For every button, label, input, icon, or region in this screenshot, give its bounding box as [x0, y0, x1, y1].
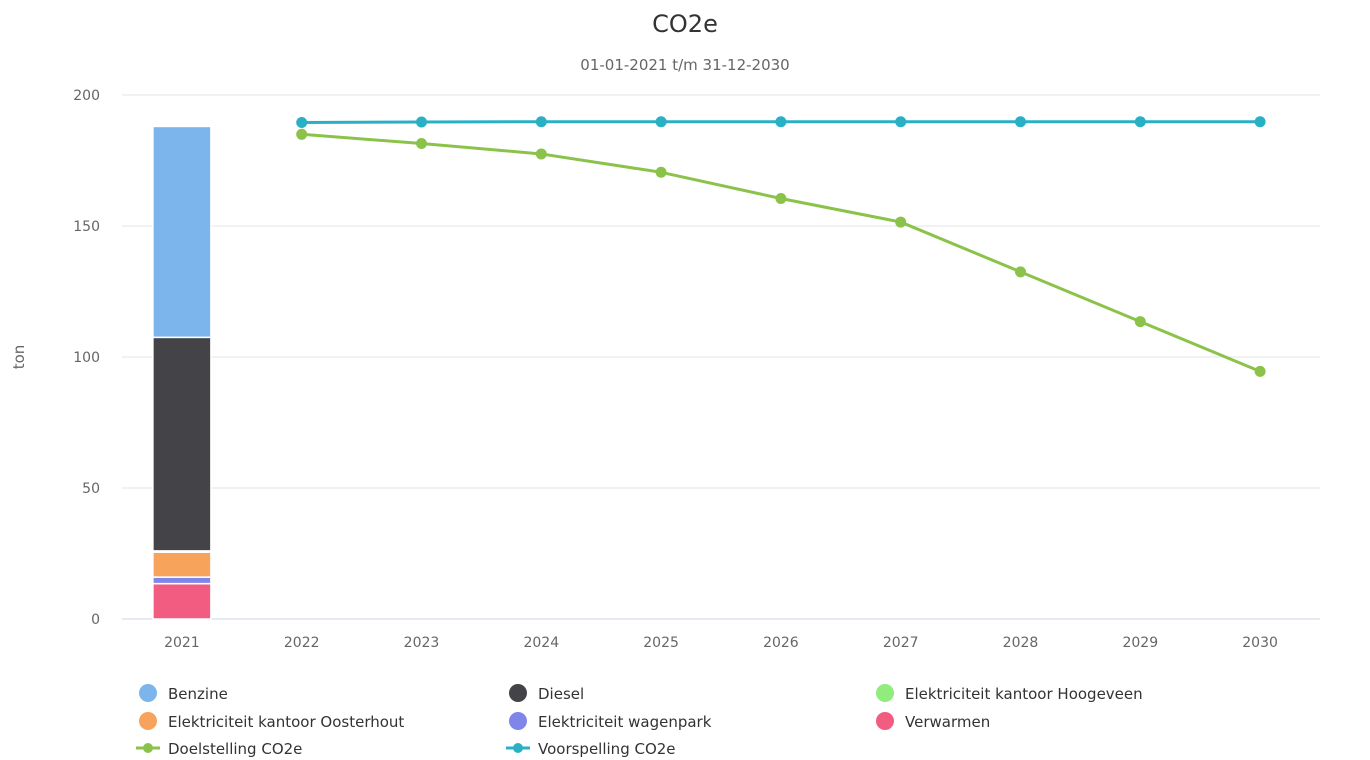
legend-marker: [139, 712, 157, 730]
legend-item-benzine[interactable]: Benzine: [139, 684, 228, 703]
legend-marker: [876, 712, 894, 730]
stacked-bars: [152, 125, 212, 620]
legend-marker: [876, 684, 894, 702]
legend-label: Elektriciteit kantoor Oosterhout: [168, 713, 404, 731]
legend: Benzine Diesel Elektriciteit kantoor Hooge…: [136, 684, 1143, 758]
bar-segment-benzine: [152, 125, 212, 339]
x-tick-label: 2021: [164, 635, 200, 651]
point-doelstelling-co2e: [1015, 266, 1026, 278]
y-tick-label: 50: [82, 481, 100, 497]
legend-marker: [513, 743, 523, 753]
legend-item-diesel[interactable]: Diesel: [509, 684, 584, 703]
legend-label: Doelstelling CO2e: [168, 740, 302, 758]
y-axis-label: ton: [10, 345, 28, 370]
bar-segment-elektriciteit-kantoor-oosterhout: [152, 551, 212, 578]
legend-label: Benzine: [168, 685, 228, 703]
y-tick-label: 200: [73, 88, 100, 104]
legend-marker: [139, 684, 157, 702]
x-tick-label: 2029: [1122, 635, 1158, 651]
point-voorspelling-co2e: [895, 116, 907, 128]
point-voorspelling-co2e: [1015, 116, 1026, 128]
line-doelstelling-co2e: [301, 132, 1261, 373]
point-voorspelling-co2e: [296, 117, 308, 129]
point-voorspelling-co2e: [1254, 116, 1266, 128]
bar-segment-verwarmen: [152, 582, 212, 620]
bar-segment-diesel: [152, 336, 212, 552]
legend-label: Elektriciteit wagenpark: [538, 713, 712, 731]
x-tick-label: 2022: [284, 635, 320, 651]
point-voorspelling-co2e: [655, 116, 667, 128]
y-tick-label: 150: [73, 219, 100, 235]
legend-item-voorspelling-co2e[interactable]: Voorspelling CO2e: [506, 740, 676, 758]
point-doelstelling-co2e: [1134, 316, 1146, 328]
legend-marker: [509, 712, 527, 730]
y-tick-label: 100: [73, 350, 100, 366]
legend-marker: [143, 743, 153, 753]
legend-item-elektriciteit-wagenpark[interactable]: Elektriciteit wagenpark: [509, 712, 712, 731]
legend-label: Verwarmen: [905, 713, 990, 731]
legend-label: Diesel: [538, 685, 584, 703]
legend-label: Elektriciteit kantoor Hoogeveen: [905, 685, 1143, 703]
x-tick-label: 2030: [1242, 635, 1278, 651]
point-doelstelling-co2e: [895, 216, 907, 228]
legend-item-doelstelling-co2e[interactable]: Doelstelling CO2e: [136, 740, 302, 758]
point-doelstelling-co2e: [1254, 365, 1266, 377]
point-doelstelling-co2e: [296, 128, 308, 140]
legend-marker: [509, 684, 527, 702]
legend-item-elektriciteit-kantoor-hoogeveen[interactable]: Elektriciteit kantoor Hoogeveen: [876, 684, 1143, 703]
point-voorspelling-co2e: [535, 116, 547, 128]
x-tick-label: 2028: [1003, 635, 1039, 651]
legend-item-elektriciteit-kantoor-oosterhout[interactable]: Elektriciteit kantoor Oosterhout: [139, 712, 404, 731]
line-series: [296, 116, 1266, 377]
bar-segment-elektriciteit-wagenpark: [152, 576, 212, 585]
legend-label: Voorspelling CO2e: [538, 740, 676, 758]
chart-title: CO2e: [652, 10, 718, 38]
point-voorspelling-co2e: [416, 116, 427, 128]
x-axis-ticks: 2021 2022 2023 2024 2025 2026 2027 2028 2029 2030: [164, 635, 1278, 651]
y-tick-label: 0: [91, 612, 100, 628]
x-tick-label: 2024: [523, 635, 559, 651]
x-tick-label: 2026: [763, 635, 799, 651]
x-tick-label: 2027: [883, 635, 919, 651]
point-voorspelling-co2e: [1134, 116, 1146, 128]
y-axis-ticks: 0 50 100 150 200: [73, 88, 100, 628]
x-tick-label: 2025: [643, 635, 679, 651]
point-voorspelling-co2e: [775, 116, 787, 128]
chart-subtitle: 01-01-2021 t/m 31-12-2030: [580, 56, 789, 74]
point-doelstelling-co2e: [535, 148, 547, 160]
x-tick-label: 2023: [404, 635, 440, 651]
grid-lines: [122, 94, 1320, 620]
legend-item-verwarmen[interactable]: Verwarmen: [876, 712, 990, 731]
point-doelstelling-co2e: [416, 137, 427, 149]
point-doelstelling-co2e: [655, 166, 667, 178]
point-doelstelling-co2e: [775, 192, 787, 204]
